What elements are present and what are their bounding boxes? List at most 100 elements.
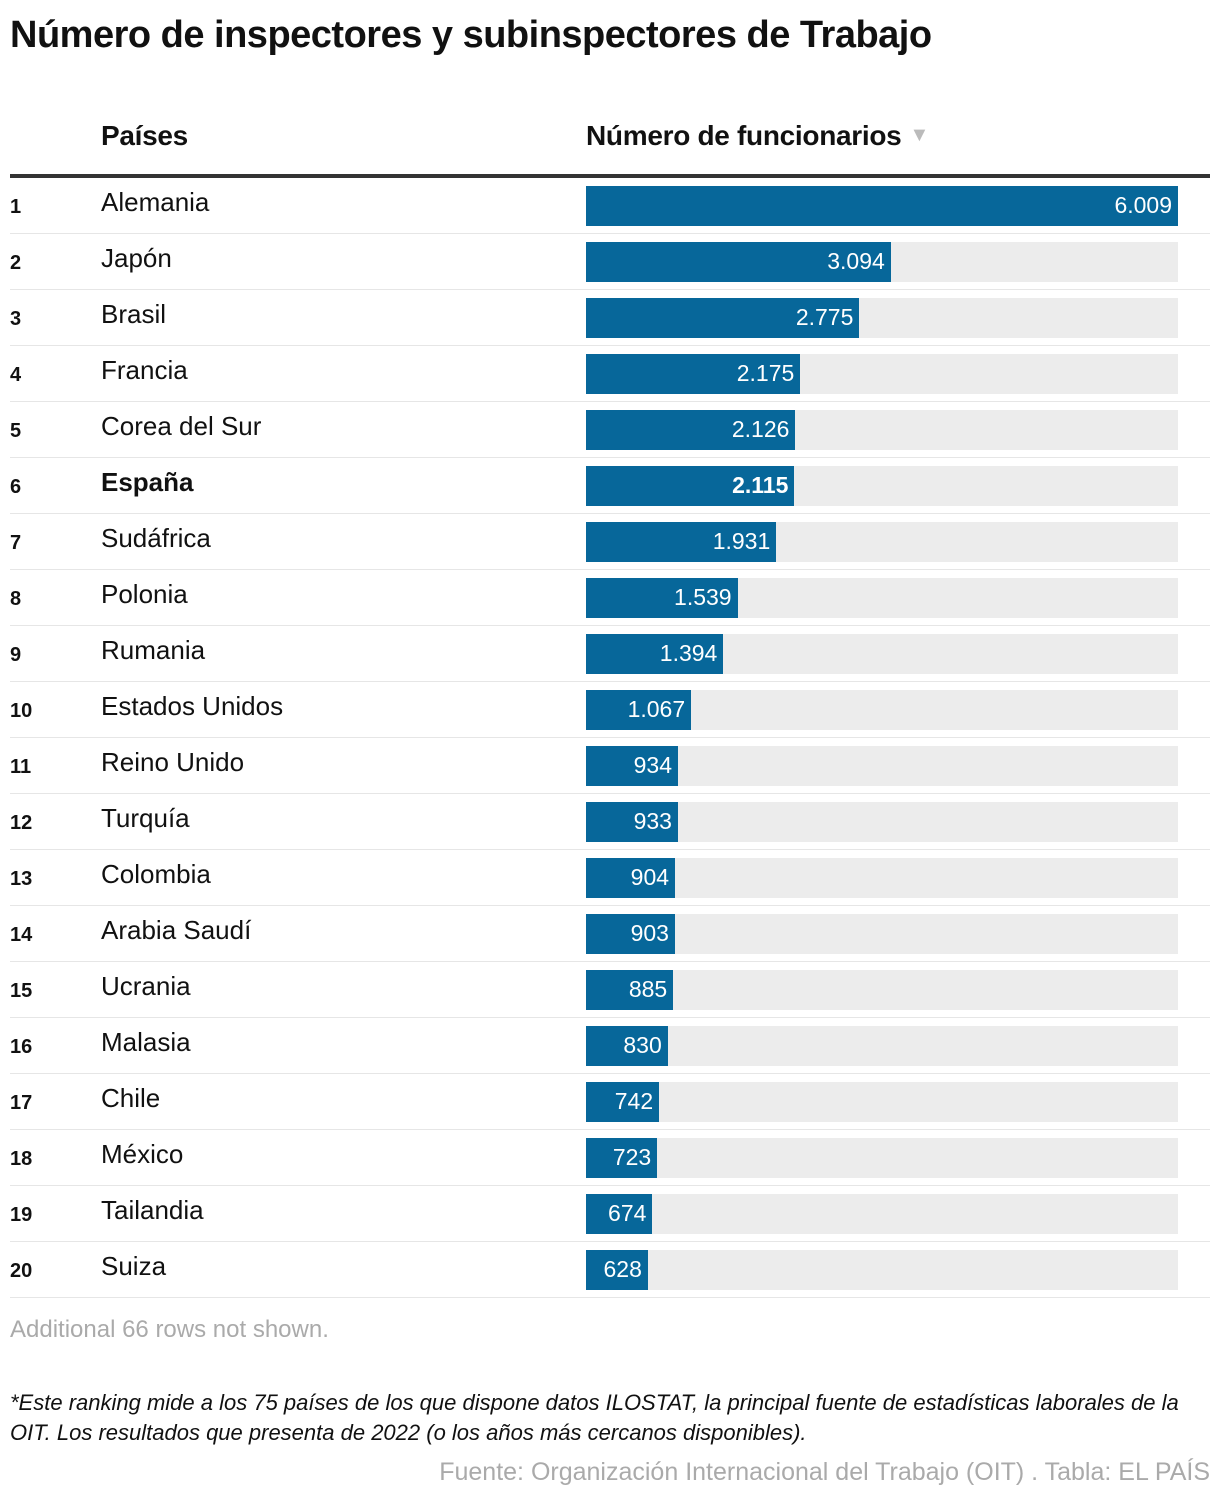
table-row: 16 Malasia 830 — [10, 1018, 1210, 1074]
bar-track: 830 — [586, 1026, 1178, 1066]
table-row: 5 Corea del Sur 2.126 — [10, 402, 1210, 458]
table-row: 15 Ucrania 885 — [10, 962, 1210, 1018]
rank: 18 — [10, 1148, 33, 1170]
bar: 1.394 — [586, 634, 724, 674]
rank: 19 — [10, 1204, 33, 1226]
rank: 7 — [10, 532, 22, 554]
bar-track: 674 — [586, 1194, 1178, 1234]
table-row: 8 Polonia 1.539 — [10, 570, 1210, 626]
country-name: Malasia — [101, 1027, 191, 1057]
bar: 628 — [586, 1250, 648, 1290]
table-row: 1 Alemania 6.009 — [10, 178, 1210, 234]
bar-track: 933 — [586, 802, 1178, 842]
country-name: Polonia — [101, 579, 188, 609]
country-name: Reino Unido — [101, 747, 245, 777]
country-name: Rumania — [101, 635, 206, 665]
rank: 13 — [10, 868, 33, 890]
bar: 934 — [586, 746, 678, 786]
bar-track: 723 — [586, 1138, 1178, 1178]
bar: 2.126 — [586, 410, 796, 450]
rank: 10 — [10, 700, 33, 722]
bar-track: 2.775 — [586, 298, 1178, 338]
rank: 14 — [10, 924, 33, 946]
rank: 4 — [10, 364, 22, 386]
rank: 3 — [10, 308, 22, 330]
rank: 9 — [10, 644, 22, 666]
bar-track: 3.094 — [586, 242, 1178, 282]
bar-track: 1.931 — [586, 522, 1178, 562]
country-name: Sudáfrica — [101, 523, 211, 553]
bar-track: 2.126 — [586, 410, 1178, 450]
bar: 1.539 — [586, 578, 738, 618]
column-header-value[interactable]: Número de funcionarios ▼ — [586, 120, 929, 152]
bar: 1.067 — [586, 690, 692, 730]
value-label: 830 — [623, 1032, 662, 1058]
footnote: *Este ranking mide a los 75 países de lo… — [10, 1390, 1179, 1445]
bar: 3.094 — [586, 242, 891, 282]
country-name: Francia — [101, 355, 188, 385]
rank: 6 — [10, 476, 22, 498]
column-header-value-label: Número de funcionarios — [586, 120, 902, 151]
bar: 904 — [586, 858, 676, 898]
bar: 674 — [586, 1194, 653, 1234]
value-label: 723 — [612, 1144, 652, 1170]
rank: 16 — [10, 1036, 33, 1058]
bar-track: 934 — [586, 746, 1178, 786]
country-name: Tailandia — [101, 1195, 204, 1225]
table-row: 12 Turquía 933 — [10, 794, 1210, 850]
country-name: Brasil — [101, 299, 167, 329]
bar: 830 — [586, 1026, 668, 1066]
bar: 2.775 — [586, 298, 860, 338]
table-row: 19 Tailandia 674 — [10, 1186, 1210, 1242]
rank: 1 — [10, 196, 22, 218]
bar: 6.009 — [586, 186, 1178, 226]
country-name: Estados Unidos — [101, 691, 284, 721]
country-name: Ucrania — [101, 971, 191, 1001]
country-name: Japón — [101, 243, 172, 273]
value-label: 1.931 — [712, 528, 771, 554]
table-row: 10 Estados Unidos 1.067 — [10, 682, 1210, 738]
bar-track: 1.394 — [586, 634, 1178, 674]
value-label: 1.394 — [659, 640, 718, 666]
country-name: Suiza — [101, 1251, 167, 1281]
table-row: 4 Francia 2.175 — [10, 346, 1210, 402]
country-name: España — [101, 467, 194, 497]
table-row: 6 España 2.115 — [10, 458, 1210, 514]
value-label: 3.094 — [827, 248, 885, 274]
bar: 885 — [586, 970, 674, 1010]
bar-track: 2.175 — [586, 354, 1178, 394]
bar-track: 6.009 — [586, 186, 1178, 226]
country-name: Colombia — [101, 859, 211, 889]
triangle-down-icon[interactable]: ▼ — [909, 124, 929, 146]
bar: 1.931 — [586, 522, 777, 562]
value-label: 2.775 — [795, 304, 854, 330]
value-label: 934 — [633, 752, 672, 778]
value-label: 742 — [614, 1088, 654, 1114]
bar: 2.115 — [586, 466, 795, 506]
bar-track: 1.067 — [586, 690, 1178, 730]
column-header-countries[interactable]: Países — [101, 120, 188, 151]
value-label: 2.126 — [731, 416, 790, 442]
table-row: 18 México 723 — [10, 1130, 1210, 1186]
bar: 903 — [586, 914, 675, 954]
rank: 12 — [10, 812, 33, 834]
bar: 2.175 — [586, 354, 801, 394]
value-label: 904 — [630, 864, 670, 890]
value-label: 903 — [630, 920, 669, 946]
rank: 15 — [10, 980, 33, 1002]
table-row: 14 Arabia Saudí 903 — [10, 906, 1210, 962]
value-label: 6.009 — [1114, 192, 1172, 218]
bar-track: 904 — [586, 858, 1178, 898]
bar-track: 2.115 — [586, 466, 1178, 506]
value-label: 1.067 — [627, 696, 686, 722]
bar-track: 742 — [586, 1082, 1178, 1122]
bar: 933 — [586, 802, 678, 842]
country-name: Arabia Saudí — [101, 915, 252, 945]
bar-track: 903 — [586, 914, 1178, 954]
table-row: 17 Chile 742 — [10, 1074, 1210, 1130]
country-name: Turquía — [101, 803, 190, 833]
country-name: Corea del Sur — [101, 411, 262, 441]
country-name: Alemania — [101, 187, 210, 217]
table-row: 7 Sudáfrica 1.931 — [10, 514, 1210, 570]
table-row: 20 Suiza 628 — [10, 1242, 1210, 1298]
